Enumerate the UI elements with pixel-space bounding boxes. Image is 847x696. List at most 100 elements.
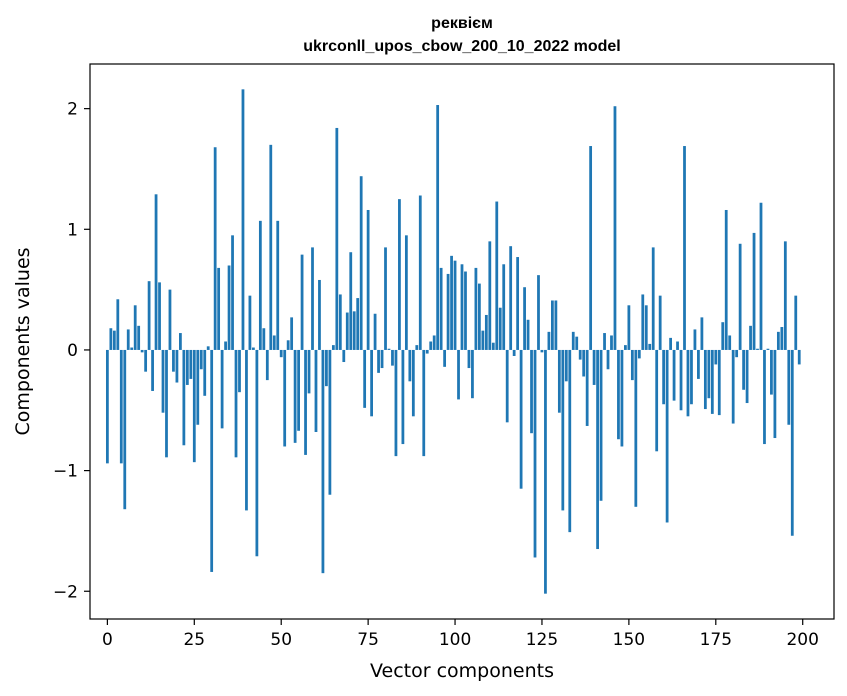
bar-component-156 bbox=[648, 343, 652, 350]
bar-component-164 bbox=[676, 341, 679, 350]
bar-component-172 bbox=[703, 349, 707, 410]
bar-component-140 bbox=[592, 349, 596, 385]
bar-component-61 bbox=[318, 279, 321, 350]
bar-component-177 bbox=[721, 322, 725, 350]
bar-component-153 bbox=[637, 349, 641, 359]
x-tick-label: 100 bbox=[439, 630, 471, 650]
bar-component-144 bbox=[606, 349, 610, 370]
bar-component-133 bbox=[568, 349, 572, 533]
bar-component-128 bbox=[551, 300, 554, 350]
bar-component-154 bbox=[641, 294, 645, 350]
bar-component-192 bbox=[773, 349, 777, 439]
bar-component-106 bbox=[474, 267, 478, 350]
bar-component-132 bbox=[564, 349, 568, 382]
bar-component-35 bbox=[227, 265, 231, 350]
bar-component-51 bbox=[283, 349, 287, 447]
bar-component-49 bbox=[276, 220, 280, 350]
y-tick-label: −1 bbox=[53, 462, 78, 482]
bar-component-62 bbox=[321, 349, 325, 574]
bar-component-91 bbox=[422, 349, 426, 457]
x-tick-label: 125 bbox=[526, 630, 558, 650]
bar-component-179 bbox=[728, 335, 732, 350]
bar-component-175 bbox=[714, 349, 718, 365]
bar-component-178 bbox=[724, 209, 728, 350]
bar-component-194 bbox=[780, 327, 784, 350]
y-tick-label: 2 bbox=[67, 100, 78, 120]
bar-component-170 bbox=[697, 349, 700, 379]
bar-component-77 bbox=[373, 313, 377, 350]
bar-component-161 bbox=[665, 349, 669, 523]
bar-component-108 bbox=[481, 330, 485, 350]
bar-component-65 bbox=[331, 345, 335, 350]
bar-component-184 bbox=[745, 349, 749, 404]
bar-component-129 bbox=[554, 300, 558, 350]
bar-component-39 bbox=[241, 89, 245, 350]
bar-component-4 bbox=[119, 349, 123, 464]
bar-component-66 bbox=[335, 127, 339, 350]
bar-component-43 bbox=[255, 349, 259, 557]
x-tick-label: 25 bbox=[183, 630, 205, 650]
bar-component-63 bbox=[325, 349, 328, 387]
bar-component-160 bbox=[662, 349, 666, 405]
bar-component-28 bbox=[203, 349, 207, 396]
bar-component-89 bbox=[415, 345, 419, 350]
bar-component-100 bbox=[453, 260, 457, 350]
bar-component-195 bbox=[783, 241, 787, 350]
bar-component-79 bbox=[380, 349, 384, 369]
bar-component-151 bbox=[630, 349, 634, 381]
bar-component-120 bbox=[523, 287, 526, 350]
bar-component-138 bbox=[585, 349, 589, 426]
bar-component-93 bbox=[429, 341, 433, 350]
bar-component-143 bbox=[603, 333, 606, 350]
bar-component-2 bbox=[112, 330, 116, 350]
bar-component-124 bbox=[537, 275, 540, 350]
bar-component-9 bbox=[137, 325, 141, 350]
bar-component-36 bbox=[231, 235, 234, 350]
bar-component-16 bbox=[161, 349, 165, 413]
bar-component-168 bbox=[690, 349, 693, 405]
bar-component-96 bbox=[439, 267, 443, 350]
bar-component-141 bbox=[596, 349, 599, 550]
bar-component-11 bbox=[144, 349, 148, 372]
bar-component-19 bbox=[172, 349, 175, 372]
bar-component-76 bbox=[370, 349, 373, 417]
bar-component-7 bbox=[130, 347, 134, 350]
bar-component-193 bbox=[776, 331, 780, 350]
bar-component-31 bbox=[213, 147, 217, 350]
bar-component-57 bbox=[304, 349, 307, 455]
bar-component-171 bbox=[700, 317, 704, 350]
bar-component-84 bbox=[398, 199, 401, 350]
bar-component-80 bbox=[384, 247, 387, 350]
bar-component-131 bbox=[561, 349, 565, 511]
bar-component-125 bbox=[540, 349, 544, 353]
bar-component-83 bbox=[394, 349, 398, 457]
bar-component-58 bbox=[307, 349, 311, 394]
bar-component-22 bbox=[182, 349, 186, 446]
bar-component-186 bbox=[752, 232, 756, 350]
bar-component-149 bbox=[624, 345, 627, 350]
bar-component-6 bbox=[126, 329, 130, 350]
bar-component-81 bbox=[387, 348, 391, 350]
bar-component-114 bbox=[502, 264, 506, 350]
bar-component-101 bbox=[457, 349, 460, 400]
bar-component-104 bbox=[467, 349, 471, 369]
x-tick-label: 175 bbox=[700, 630, 732, 650]
bar-component-34 bbox=[224, 341, 227, 350]
bar-component-112 bbox=[495, 201, 499, 350]
bar-component-148 bbox=[620, 349, 624, 447]
bar-component-169 bbox=[693, 329, 697, 350]
y-tick-label: −2 bbox=[53, 582, 78, 602]
bar-component-121 bbox=[526, 319, 530, 350]
bar-component-145 bbox=[610, 335, 613, 350]
bar-component-88 bbox=[411, 349, 415, 417]
bar-component-166 bbox=[683, 146, 686, 350]
bar-component-118 bbox=[516, 257, 520, 350]
bar-component-55 bbox=[297, 349, 300, 431]
x-tick-label: 75 bbox=[357, 630, 379, 650]
bar-component-167 bbox=[686, 349, 690, 417]
bar-component-15 bbox=[158, 282, 161, 350]
bar-component-26 bbox=[196, 349, 200, 425]
bar-component-157 bbox=[651, 247, 655, 350]
